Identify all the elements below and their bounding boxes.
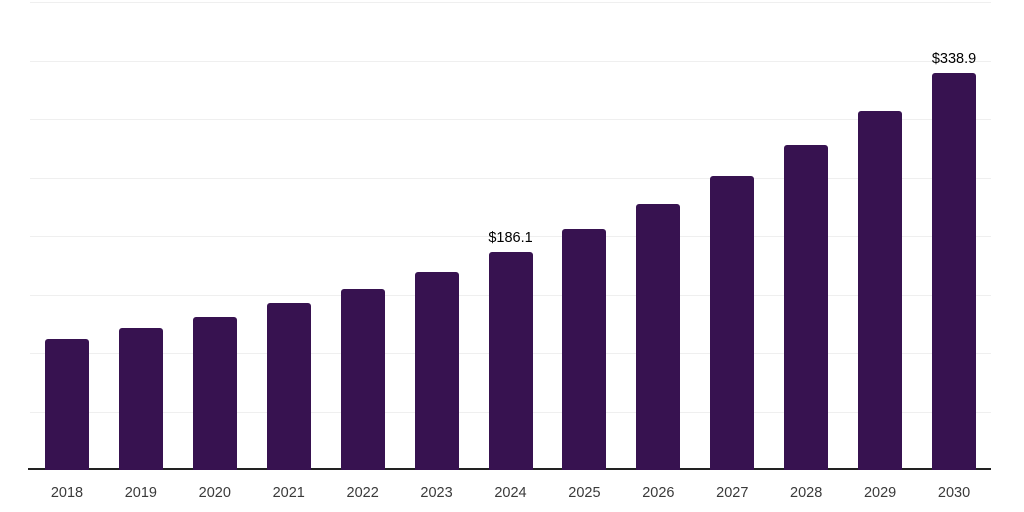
gridline-400 [30,2,991,3]
bar-2018 [44,339,89,470]
x-tick-label-2030: 2030 [937,485,971,501]
x-tick-label-2029: 2029 [863,485,897,501]
x-tick-label-2020: 2020 [198,485,231,501]
x-tick-label-2024: 2024 [494,485,527,501]
x-tick-label-2025: 2025 [568,485,601,501]
x-tick-label-2023: 2023 [420,485,453,501]
x-tick-label-2021: 2021 [272,485,305,501]
x-tick-label-2019: 2019 [124,485,158,501]
plot-area: $186.1 $338.9 [28,2,991,470]
x-tick-label-2028: 2028 [790,485,823,501]
bar-2019 [118,328,163,470]
data-label-2030: $338.9 [931,51,977,67]
bar-2027 [710,176,755,470]
x-tick-label-2026: 2026 [642,485,675,501]
x-tick-label-2027: 2027 [716,485,749,501]
bar-2022 [340,289,385,470]
gridline-350 [30,60,991,62]
gridline-300 [30,119,991,120]
bar-2026 [636,204,681,470]
bar-2024 [488,252,533,470]
bar-2023 [414,272,459,470]
x-tick-label-2018: 2018 [50,485,84,501]
data-label-2024: $186.1 [488,230,533,246]
bar-2029 [858,111,903,470]
gridline-250 [30,177,991,179]
bar-2028 [784,145,829,470]
gridline-200 [30,236,991,237]
x-tick-label-2022: 2022 [346,485,379,501]
bar-2021 [266,303,311,470]
x-axis-labels: 2018 2019 2020 2021 2022 2023 2024 2025 2026 2027… [30,486,991,506]
bar-2025 [562,229,607,470]
bar-2030 [932,73,977,470]
bar-2020 [192,317,237,470]
